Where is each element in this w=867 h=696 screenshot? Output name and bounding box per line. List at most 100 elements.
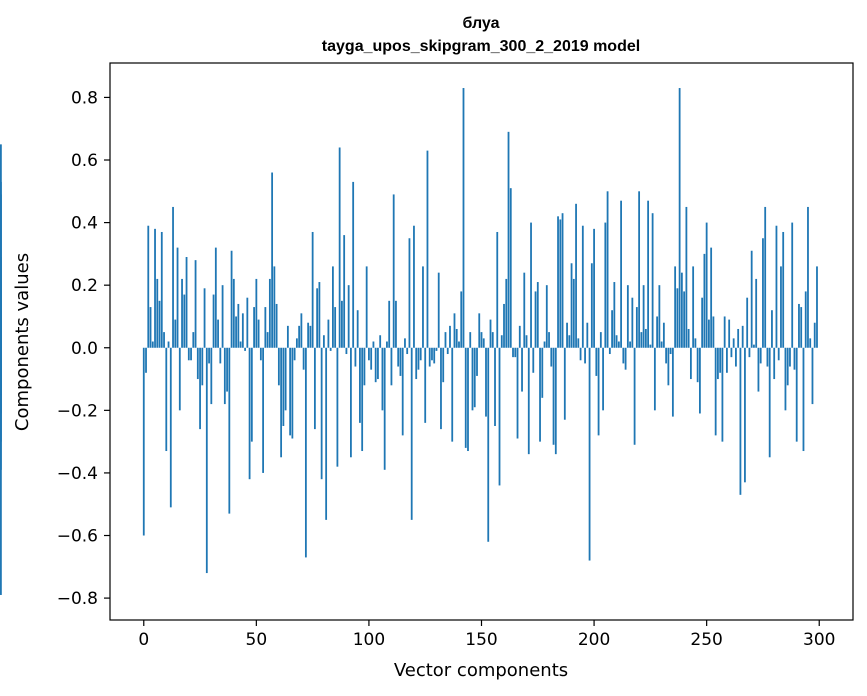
bar-32 — [214, 247, 217, 348]
bar-94 — [354, 347, 357, 367]
x-axis-label: Vector components — [394, 660, 568, 681]
bar-216 — [629, 341, 631, 348]
bar-161 — [505, 278, 508, 348]
bar-16 — [178, 347, 181, 411]
bar-95 — [356, 310, 359, 348]
bar-209 — [613, 282, 616, 348]
bar-258 — [723, 316, 726, 348]
bar-222 — [642, 285, 645, 348]
y-tick-label: 0.6 — [71, 151, 98, 171]
bar-7 — [158, 300, 161, 348]
bar-45 — [244, 347, 246, 351]
bar-219 — [635, 307, 638, 348]
bar-38 — [228, 347, 231, 514]
bar-249 — [703, 253, 706, 348]
bar-278 — [768, 347, 771, 458]
bar-172 — [530, 222, 532, 348]
bar-207 — [608, 347, 611, 355]
bar-235 — [671, 347, 674, 417]
bar-247 — [699, 347, 701, 414]
bar-211 — [617, 341, 620, 348]
bar-undefined — [0, 347, 2, 351]
bar-19 — [185, 257, 188, 348]
bar-undefined — [0, 144, 2, 348]
bar-155 — [491, 332, 494, 348]
bar-53 — [262, 347, 264, 473]
x-tick-label: 200 — [578, 630, 610, 650]
bar-295 — [807, 206, 809, 348]
bar-149 — [478, 313, 481, 348]
bar-277 — [766, 347, 769, 367]
bar-134 — [444, 332, 447, 348]
bar-133 — [442, 347, 445, 383]
bar-280 — [773, 347, 776, 380]
bar-203 — [599, 332, 602, 348]
bar-91 — [347, 285, 350, 348]
bar-87 — [338, 147, 341, 348]
bar-10 — [165, 347, 168, 452]
bar-85 — [334, 307, 337, 348]
bar-296 — [809, 338, 812, 348]
bar-272 — [755, 278, 758, 348]
bar-221 — [640, 332, 643, 348]
x-tick-label: 0 — [138, 630, 149, 650]
bar-177 — [541, 347, 544, 398]
bar-111 — [392, 194, 395, 348]
bar-199 — [590, 263, 593, 348]
bar-157 — [496, 231, 499, 348]
bar-35 — [221, 285, 224, 348]
bar-224 — [647, 200, 650, 348]
bar-253 — [712, 316, 715, 348]
bar-230 — [660, 341, 663, 348]
bar-176 — [539, 347, 541, 442]
bar-248 — [701, 297, 704, 348]
bar-192 — [575, 203, 577, 348]
bar-184 — [557, 216, 559, 348]
bar-195 — [581, 225, 584, 348]
bar-3 — [149, 307, 152, 348]
bar-18 — [183, 294, 186, 348]
bar-70 — [300, 313, 303, 348]
bar-201 — [595, 347, 598, 376]
bar-286 — [786, 347, 789, 386]
bar-169 — [523, 272, 526, 348]
bar-260 — [728, 319, 731, 348]
bar-8 — [160, 231, 163, 348]
bar-146 — [471, 347, 474, 411]
bar-67 — [293, 347, 296, 361]
bar-107 — [383, 347, 386, 470]
bar-197 — [586, 322, 589, 348]
bar-226 — [651, 213, 654, 348]
bar-274 — [759, 347, 762, 364]
bar-183 — [554, 347, 557, 455]
bar-239 — [680, 272, 683, 348]
bar-72 — [304, 347, 307, 558]
bar-228 — [656, 316, 659, 348]
bar-217 — [631, 297, 634, 348]
bar-162 — [507, 131, 510, 348]
bar-13 — [172, 206, 174, 348]
bar-15 — [176, 247, 179, 348]
y-tick-label: 0.0 — [71, 339, 98, 359]
bar-115 — [401, 347, 404, 436]
bar-109 — [388, 300, 391, 348]
bar-288 — [791, 222, 794, 348]
bar-135 — [446, 347, 449, 355]
bar-66 — [291, 347, 294, 439]
x-tick-label: 250 — [690, 630, 722, 650]
bar-undefined — [0, 347, 2, 595]
bar-97 — [361, 347, 364, 452]
bar-126 — [426, 150, 429, 348]
bar-73 — [307, 322, 310, 348]
bar-83 — [329, 347, 332, 351]
bar-174 — [534, 291, 537, 348]
bar-54 — [264, 307, 267, 348]
bar-245 — [694, 338, 697, 348]
bar-88 — [341, 300, 343, 348]
bar-120 — [413, 225, 415, 348]
bar-291 — [798, 303, 800, 348]
bar-86 — [336, 347, 339, 467]
bar-234 — [669, 347, 672, 355]
bar-252 — [710, 247, 713, 348]
bar-56 — [268, 278, 271, 348]
